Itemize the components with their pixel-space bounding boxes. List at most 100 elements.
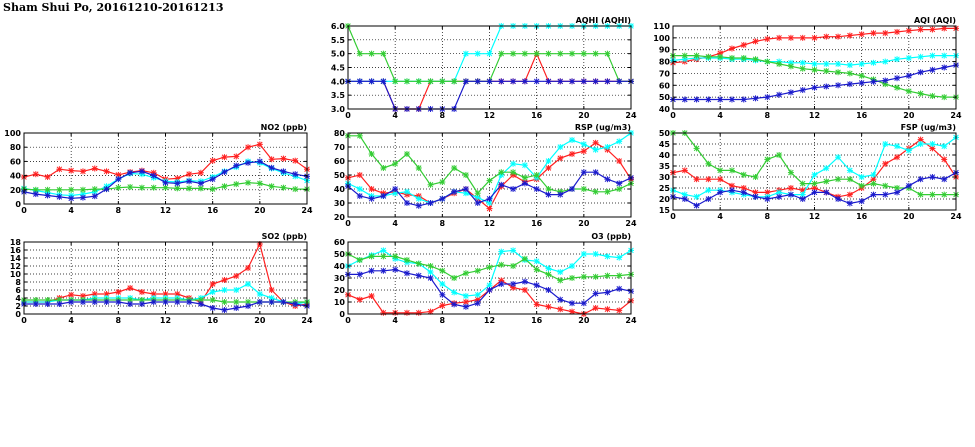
- data-point: [693, 193, 700, 200]
- data-point: [209, 297, 216, 303]
- data-point: [510, 281, 517, 287]
- x-tick-label: 8: [116, 316, 122, 325]
- data-point: [521, 50, 528, 57]
- data-point: [604, 188, 611, 195]
- x-tick-label: 4: [392, 219, 398, 228]
- data-point: [368, 186, 375, 192]
- data-point: [32, 191, 39, 198]
- data-point: [894, 143, 901, 150]
- data-point: [616, 138, 623, 145]
- data-point: [752, 95, 759, 102]
- data-point: [368, 151, 375, 157]
- data-point: [787, 34, 794, 41]
- data-point: [799, 191, 806, 198]
- data-point: [799, 180, 806, 187]
- data-point: [32, 297, 39, 303]
- data-point: [138, 184, 145, 191]
- data-point: [427, 181, 434, 188]
- data-point: [521, 255, 528, 262]
- data-point: [415, 165, 422, 171]
- data-point: [197, 180, 204, 187]
- data-point: [858, 79, 865, 86]
- x-tick-label: 12: [809, 212, 820, 221]
- data-point: [415, 272, 422, 279]
- y-tick-label: 4.0: [331, 77, 346, 86]
- data-point: [905, 27, 912, 34]
- data-point: [221, 169, 228, 176]
- y-tick-label: 50: [334, 250, 346, 259]
- data-point: [728, 96, 735, 103]
- data-point: [592, 188, 599, 195]
- x-tick-label: 4: [68, 316, 74, 325]
- data-point: [462, 78, 469, 85]
- data-point: [233, 273, 240, 279]
- data-point: [380, 267, 387, 274]
- data-point: [811, 171, 818, 178]
- y-tick-label: 40: [659, 151, 671, 160]
- data-point: [764, 156, 771, 163]
- x-tick-label: 4: [392, 316, 398, 325]
- data-point: [380, 193, 387, 199]
- data-point: [392, 78, 399, 85]
- x-tick-label: 4: [392, 111, 398, 120]
- data-point: [451, 289, 458, 296]
- data-point: [882, 58, 889, 65]
- data-point: [592, 305, 599, 311]
- data-point: [356, 132, 363, 139]
- data-point: [368, 253, 375, 260]
- data-point: [717, 189, 724, 196]
- data-point: [221, 154, 228, 161]
- data-point: [705, 187, 712, 194]
- data-point: [787, 169, 794, 176]
- data-point: [403, 309, 410, 316]
- data-point: [292, 301, 299, 307]
- y-tick-label: 50: [659, 93, 671, 102]
- data-point: [115, 184, 122, 191]
- data-point: [941, 156, 948, 163]
- data-point: [451, 78, 458, 85]
- data-point: [557, 191, 564, 198]
- no2-series-cyan: [21, 158, 310, 199]
- data-point: [474, 50, 481, 57]
- x-tick-label: 16: [207, 206, 219, 215]
- data-point: [917, 69, 924, 76]
- x-tick-label: 12: [484, 219, 495, 228]
- data-point: [256, 141, 263, 148]
- data-point: [521, 287, 528, 293]
- data-point: [870, 78, 877, 85]
- data-point: [221, 307, 228, 313]
- data-point: [752, 174, 759, 180]
- data-point: [209, 281, 216, 287]
- data-point: [787, 89, 794, 96]
- data-point: [368, 195, 375, 202]
- data-point: [858, 174, 865, 180]
- data-point: [545, 303, 552, 310]
- data-point: [79, 168, 86, 175]
- data-point: [545, 158, 552, 164]
- data-point: [592, 273, 599, 280]
- x-tick-label: 20: [578, 316, 590, 325]
- data-point: [533, 266, 540, 273]
- x-tick-label: 24: [625, 111, 637, 120]
- data-point: [917, 26, 924, 33]
- y-tick-label: 3.5: [331, 91, 346, 100]
- y-tick-label: 6.0: [331, 22, 346, 31]
- data-point: [415, 202, 422, 209]
- x-tick-label: 12: [160, 316, 171, 325]
- data-point: [580, 141, 587, 148]
- data-point: [799, 65, 806, 72]
- data-point: [150, 172, 157, 179]
- data-point: [138, 289, 145, 295]
- data-point: [245, 179, 252, 186]
- x-tick-label: 20: [578, 111, 590, 120]
- data-point: [681, 196, 688, 202]
- data-point: [941, 143, 948, 150]
- y-tick-label: 40: [10, 172, 22, 181]
- data-point: [280, 155, 287, 162]
- data-point: [580, 78, 587, 85]
- data-point: [569, 50, 576, 57]
- data-point: [79, 293, 86, 299]
- data-point: [245, 144, 252, 151]
- x-tick-label: 16: [531, 316, 543, 325]
- data-point: [533, 78, 540, 85]
